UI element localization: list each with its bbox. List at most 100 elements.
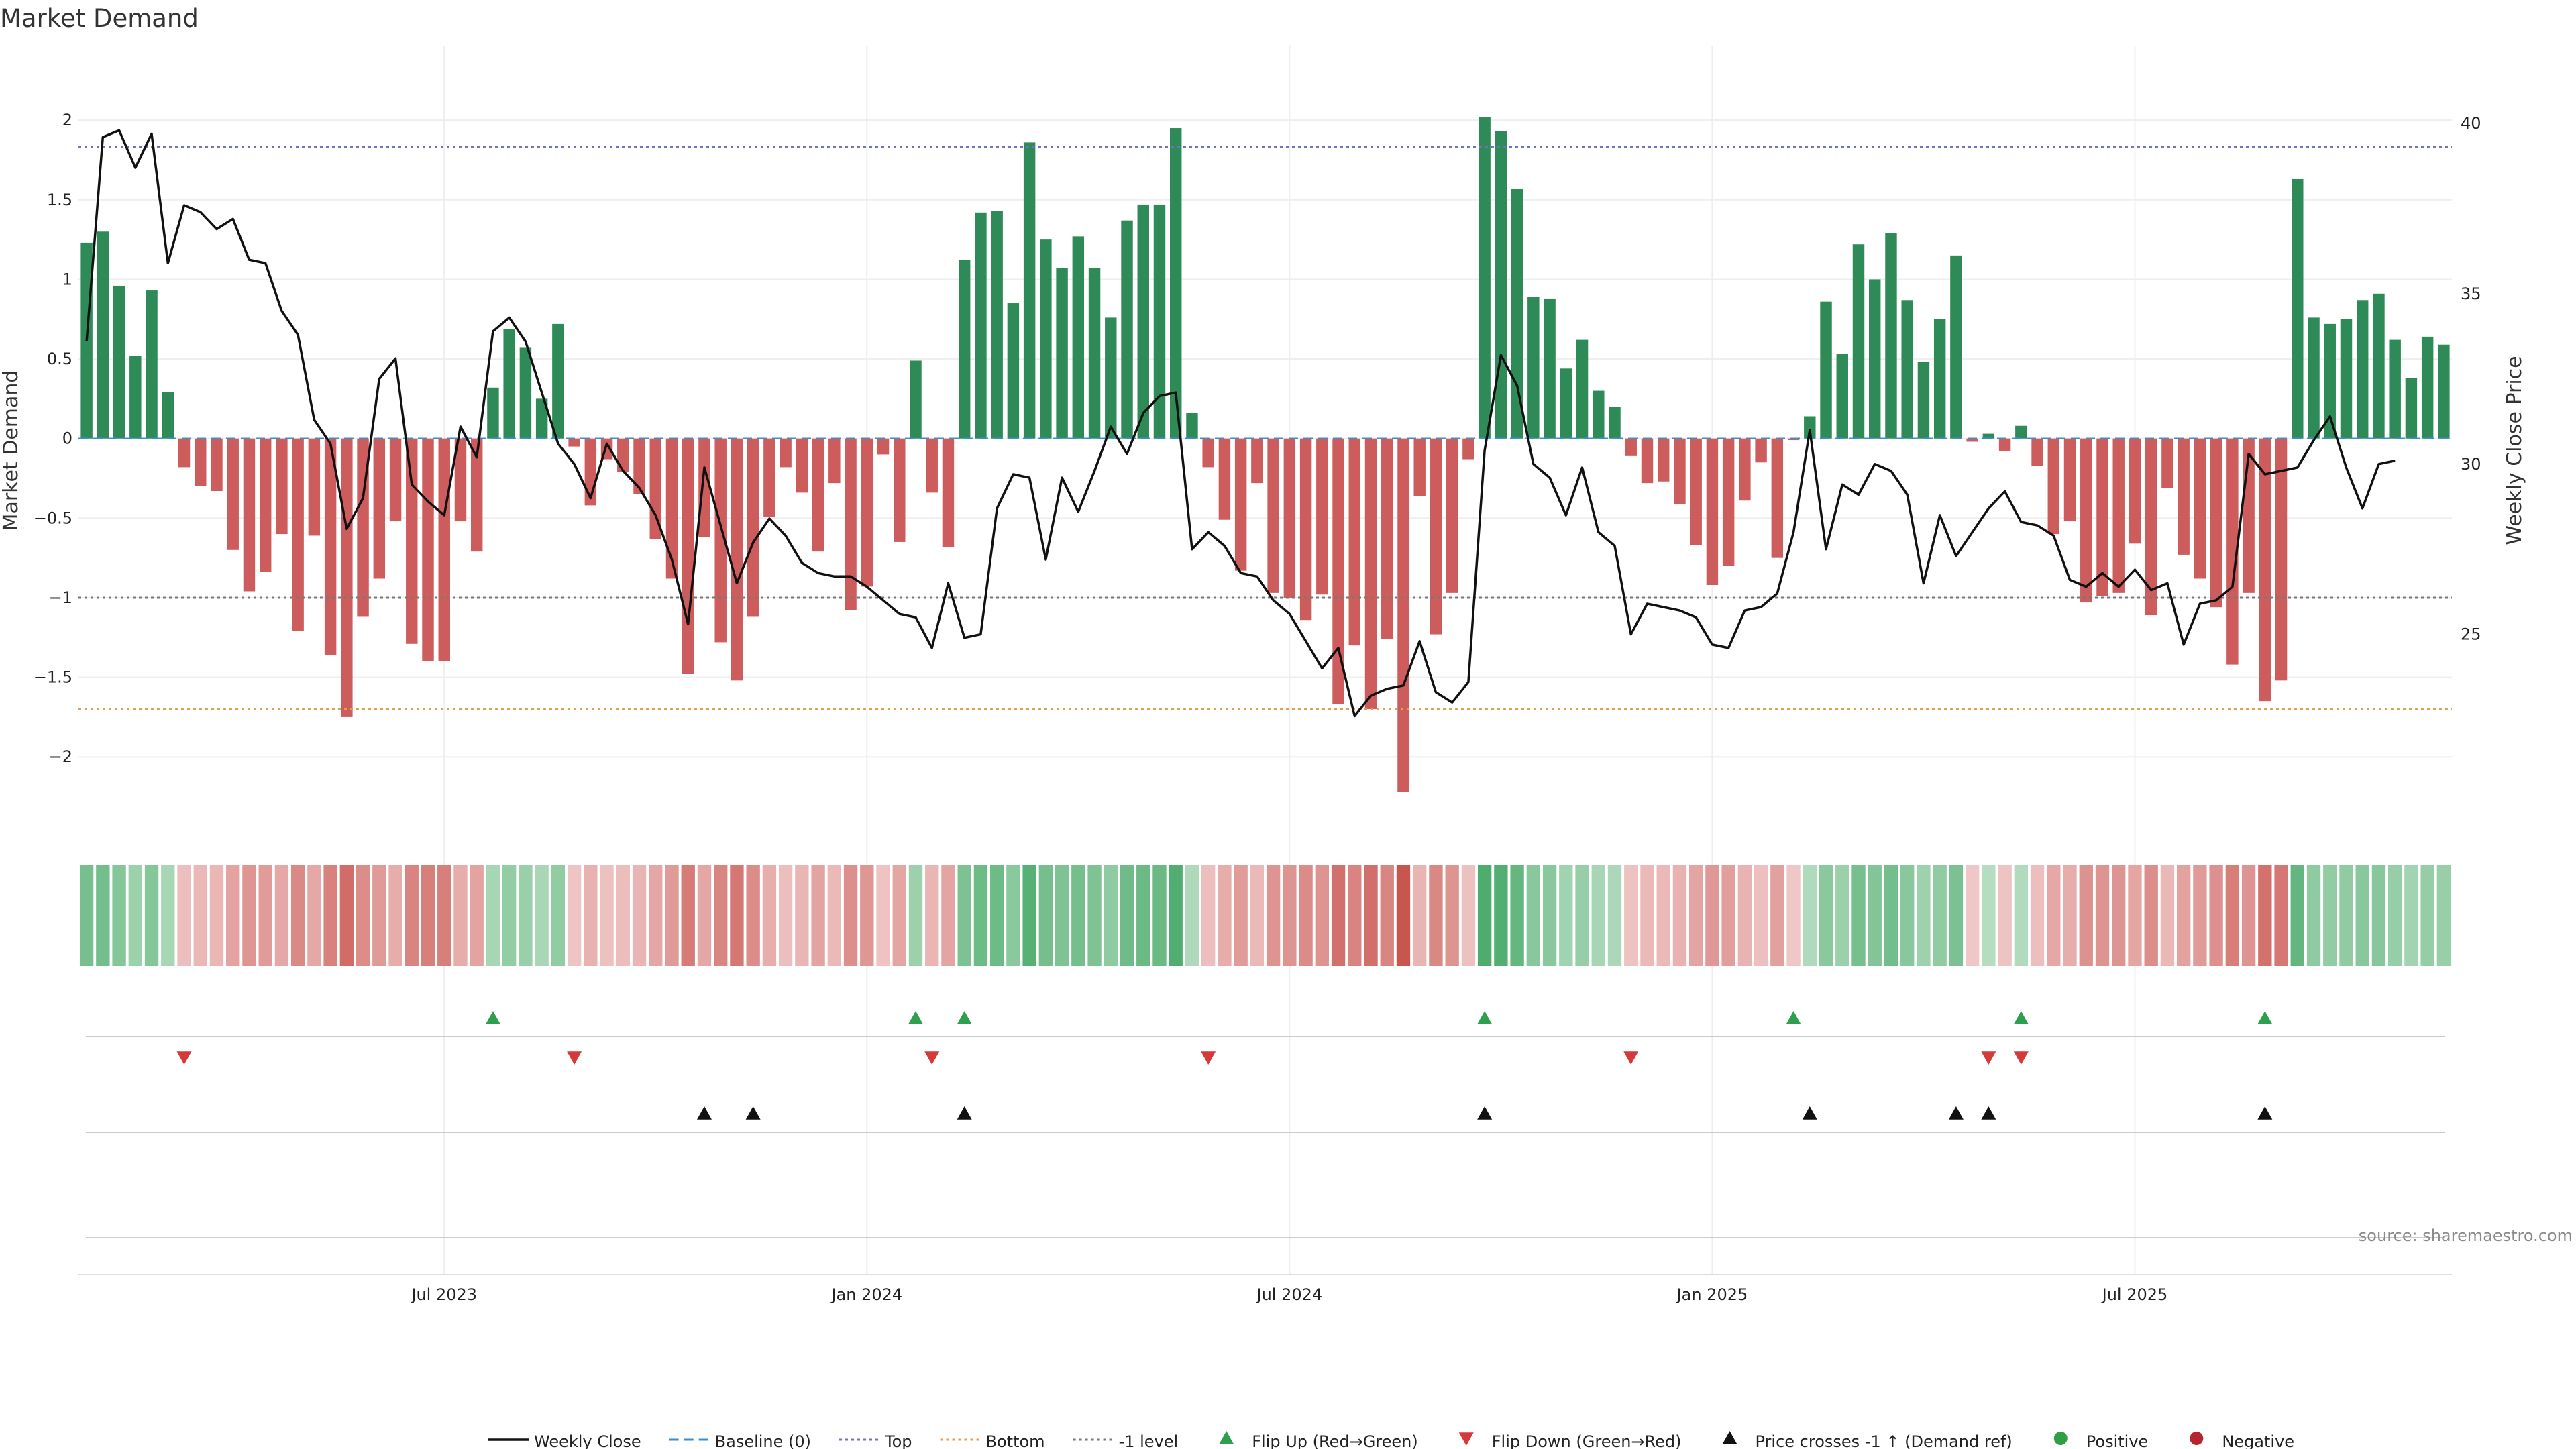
demand-bar bbox=[1088, 268, 1101, 439]
demand-bar bbox=[195, 438, 207, 486]
demand-bar bbox=[324, 438, 337, 655]
legend: Weekly Close Baseline (0) Top Bottom -1 leve… bbox=[488, 1431, 2294, 1449]
cross-marker bbox=[1981, 1106, 1996, 1120]
heat-cell bbox=[1884, 865, 1898, 966]
demand-bar bbox=[1706, 438, 1719, 585]
heat-cell bbox=[1348, 865, 1362, 966]
demand-bar bbox=[259, 438, 272, 573]
demand-bar bbox=[129, 356, 142, 439]
demand-bars bbox=[80, 117, 2450, 792]
demand-bar bbox=[308, 438, 321, 536]
demand-bar bbox=[2112, 438, 2125, 593]
heat-cell bbox=[1851, 865, 1866, 966]
demand-bar bbox=[958, 260, 971, 439]
heat-cell bbox=[1201, 865, 1216, 966]
heat-cell bbox=[1510, 865, 1524, 966]
demand-bar bbox=[877, 438, 890, 455]
heat-cell bbox=[502, 865, 517, 966]
heat-cell bbox=[226, 865, 240, 966]
heat-cell bbox=[551, 865, 566, 966]
demand-bar bbox=[422, 438, 434, 661]
demand-bar bbox=[1982, 433, 1995, 439]
heat-cell bbox=[2128, 865, 2142, 966]
demand-bar bbox=[2063, 438, 2076, 522]
heat-cell bbox=[2339, 865, 2353, 966]
heat-cell bbox=[2371, 865, 2386, 966]
y-tick-label: 1.5 bbox=[47, 191, 72, 209]
heat-cell bbox=[1754, 865, 1768, 966]
price-line-layer bbox=[85, 129, 2396, 718]
demand-bar bbox=[828, 438, 841, 484]
heat-cell bbox=[762, 865, 777, 966]
heat-cell bbox=[1104, 865, 1118, 966]
demand-bar bbox=[97, 231, 109, 439]
x-tick-label: Jul 2025 bbox=[2101, 1285, 2168, 1304]
demand-bar bbox=[1511, 189, 1523, 439]
heat-cell bbox=[144, 865, 159, 966]
demand-bar bbox=[1852, 244, 1865, 439]
legend-item: Weekly Close bbox=[488, 1432, 641, 1449]
demand-bar bbox=[1820, 301, 1832, 439]
cross-marker bbox=[2257, 1106, 2273, 1120]
demand-bar bbox=[1137, 204, 1149, 439]
heat-cell bbox=[827, 865, 842, 966]
y2-axis-label: Weekly Close Price bbox=[2503, 356, 2526, 545]
demand-bar bbox=[438, 438, 450, 661]
demand-bar bbox=[1332, 438, 1344, 704]
legend-positive-dot-icon bbox=[2053, 1432, 2068, 1445]
demand-bar bbox=[503, 328, 515, 439]
demand-bar bbox=[926, 438, 938, 493]
demand-bar bbox=[910, 360, 922, 439]
demand-bar bbox=[1690, 438, 1702, 545]
demand-bar bbox=[519, 347, 532, 439]
demand-bar bbox=[1169, 128, 1182, 439]
heat-cell bbox=[1721, 865, 1735, 966]
demand-bar bbox=[698, 438, 710, 537]
demand-bar bbox=[1251, 438, 1263, 484]
demand-bar bbox=[1072, 236, 1085, 439]
cross-marker bbox=[1802, 1106, 1817, 1120]
heat-cell bbox=[876, 865, 890, 966]
heat-cell bbox=[1949, 865, 1964, 966]
demand-bar bbox=[1527, 297, 1540, 439]
demand-bar bbox=[2178, 438, 2190, 555]
demand-bar bbox=[2047, 438, 2060, 535]
heat-cell bbox=[2079, 865, 2093, 966]
demand-bar bbox=[243, 438, 256, 592]
cross-marker bbox=[745, 1106, 761, 1120]
demand-bar bbox=[1869, 279, 1881, 439]
heat-cell bbox=[161, 865, 175, 966]
flip-down-marker bbox=[1981, 1051, 1996, 1065]
demand-bar bbox=[2259, 438, 2271, 702]
heat-cell bbox=[746, 865, 760, 966]
heat-cell bbox=[860, 865, 874, 966]
demand-bar bbox=[113, 285, 125, 439]
heat-cell bbox=[1396, 865, 1411, 966]
heat-cell bbox=[1526, 865, 1541, 966]
demand-bar bbox=[731, 438, 743, 681]
demand-bar bbox=[1901, 300, 1913, 439]
heat-cell bbox=[989, 865, 1004, 966]
y-tick-label: −1.5 bbox=[34, 668, 72, 687]
heat-cell bbox=[437, 865, 451, 966]
demand-bar bbox=[487, 387, 499, 439]
heat-cell bbox=[1299, 865, 1313, 966]
legend-label: Baseline (0) bbox=[715, 1432, 811, 1449]
demand-bar bbox=[389, 438, 402, 522]
legend-item: Baseline (0) bbox=[669, 1432, 811, 1449]
heat-cell bbox=[2306, 865, 2321, 966]
y-tick-label: 2 bbox=[62, 111, 72, 129]
demand-bar bbox=[1056, 268, 1068, 439]
x-tick-label: Jul 2023 bbox=[410, 1285, 477, 1304]
x-tick-label: Jul 2024 bbox=[1256, 1285, 1323, 1304]
heat-cell bbox=[2274, 865, 2288, 966]
demand-bar bbox=[2226, 438, 2239, 665]
demand-bar bbox=[845, 438, 857, 610]
demand-bar bbox=[535, 398, 548, 439]
heat-cell bbox=[1542, 865, 1557, 966]
demand-bar bbox=[1609, 407, 1621, 439]
heat-cell bbox=[2095, 865, 2110, 966]
flip-up-marker bbox=[908, 1011, 923, 1024]
legend-flip-down-icon bbox=[1458, 1432, 1474, 1446]
demand-bar bbox=[227, 438, 239, 550]
